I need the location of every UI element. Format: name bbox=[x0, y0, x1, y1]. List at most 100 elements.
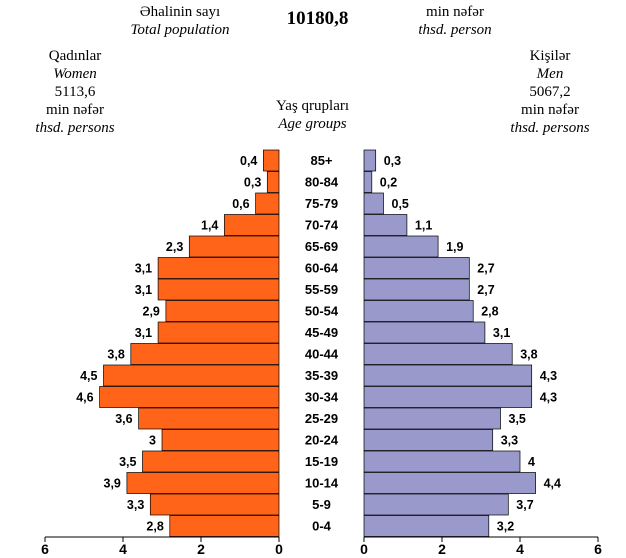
bar-men-85+ bbox=[363, 149, 377, 172]
bar-women-70-74 bbox=[224, 214, 280, 236]
label-men-60-64: 2,7 bbox=[477, 262, 494, 276]
age-group-50-54: 50-54 bbox=[305, 304, 339, 319]
men-value: 5067,2 bbox=[529, 84, 571, 100]
bar-women-10-14 bbox=[126, 472, 280, 494]
bar-women-45-49 bbox=[157, 321, 280, 344]
age-group-0-4: 0-4 bbox=[312, 519, 332, 534]
men-tick-6: 6 bbox=[594, 541, 602, 557]
age-group-55-59: 55-59 bbox=[305, 282, 338, 297]
bar-women-30-34 bbox=[99, 386, 280, 408]
men-label-en: Men bbox=[536, 66, 564, 82]
age-group-80-84: 80-84 bbox=[305, 175, 339, 190]
age-group-65-69: 65-69 bbox=[305, 239, 338, 254]
women-value: 5113,6 bbox=[54, 84, 96, 100]
men-tick-2: 2 bbox=[438, 541, 446, 557]
age-group-30-34: 30-34 bbox=[305, 390, 339, 405]
age-group-40-44: 40-44 bbox=[305, 347, 339, 362]
label-men-55-59: 2,7 bbox=[477, 283, 494, 297]
bar-women-75-79 bbox=[255, 192, 280, 215]
total-value: 10180,8 bbox=[286, 8, 349, 29]
bar-men-50-54 bbox=[363, 300, 474, 322]
bar-women-15-19 bbox=[142, 450, 280, 473]
bar-men-25-29 bbox=[363, 407, 501, 430]
bar-men-30-34 bbox=[363, 386, 533, 408]
label-men-45-49: 3,1 bbox=[493, 326, 510, 340]
bar-women-55-59 bbox=[157, 278, 280, 301]
bar-women-80-84 bbox=[266, 171, 280, 193]
bar-men-5-9 bbox=[363, 493, 509, 516]
label-women-25-29: 3,6 bbox=[115, 412, 132, 426]
label-men-70-74: 1,1 bbox=[415, 219, 432, 233]
women-label-en: Women bbox=[53, 66, 97, 82]
age-group-25-29: 25-29 bbox=[305, 411, 338, 426]
bar-men-75-79 bbox=[363, 192, 384, 215]
men-tick-4: 4 bbox=[516, 541, 524, 557]
label-men-20-24: 3,3 bbox=[501, 434, 518, 448]
age-group-70-74: 70-74 bbox=[305, 218, 339, 233]
bar-men-60-64 bbox=[363, 257, 470, 279]
age-group-45-49: 45-49 bbox=[305, 325, 338, 340]
women-label-az: Qadınlar bbox=[48, 48, 102, 64]
age-group-10-14: 10-14 bbox=[305, 476, 339, 491]
label-men-85+: 0,3 bbox=[384, 154, 401, 168]
label-men-15-19: 4 bbox=[528, 455, 535, 469]
bar-women-0-4 bbox=[169, 515, 280, 537]
bar-women-25-29 bbox=[138, 407, 280, 430]
bar-men-70-74 bbox=[363, 214, 408, 236]
bar-women-65-69 bbox=[188, 235, 280, 258]
bar-men-80-84 bbox=[363, 171, 373, 193]
label-women-85+: 0,4 bbox=[240, 154, 257, 168]
label-women-45-49: 3,1 bbox=[135, 326, 152, 340]
age-groups-en: Age groups bbox=[278, 116, 347, 132]
bar-men-15-19 bbox=[363, 450, 521, 473]
label-men-40-44: 3,8 bbox=[520, 348, 537, 362]
age-group-15-19: 15-19 bbox=[305, 454, 338, 469]
bar-women-60-64 bbox=[157, 257, 280, 279]
total-unit-en: thsd. person bbox=[418, 22, 492, 38]
age-group-60-64: 60-64 bbox=[305, 261, 339, 276]
bar-women-40-44 bbox=[130, 343, 280, 365]
label-men-30-34: 4,3 bbox=[540, 391, 557, 405]
label-women-35-39: 4,5 bbox=[80, 369, 97, 383]
men-unit-az: min nəfər bbox=[521, 102, 579, 118]
age-groups-az: Yaş qrupları bbox=[275, 98, 350, 114]
label-women-50-54: 2,9 bbox=[143, 305, 160, 319]
label-women-80-84: 0,3 bbox=[244, 176, 261, 190]
total-unit: min nəfər thsd. person bbox=[380, 3, 530, 39]
label-men-65-69: 1,9 bbox=[446, 240, 463, 254]
label-men-0-4: 3,2 bbox=[497, 520, 514, 534]
men-header: Kişilər Men 5067,2 min nəfər thsd. perso… bbox=[485, 47, 615, 137]
bar-men-10-14 bbox=[363, 472, 536, 494]
label-men-80-84: 0,2 bbox=[380, 176, 397, 190]
age-group-5-9: 5-9 bbox=[312, 497, 331, 512]
label-men-50-54: 2,8 bbox=[481, 305, 498, 319]
label-women-30-34: 4,6 bbox=[76, 391, 93, 405]
age-groups-header: Yaş qrupları Age groups bbox=[240, 97, 385, 133]
women-unit-az: min nəfər bbox=[46, 102, 104, 118]
bar-men-35-39 bbox=[363, 364, 533, 387]
label-women-0-4: 2,8 bbox=[146, 520, 163, 534]
bar-women-50-54 bbox=[165, 300, 280, 322]
label-women-65-69: 2,3 bbox=[166, 240, 183, 254]
label-men-5-9: 3,7 bbox=[516, 498, 533, 512]
label-men-10-14: 4,4 bbox=[544, 477, 561, 491]
bar-men-55-59 bbox=[363, 278, 470, 301]
women-tick-6: 6 bbox=[41, 541, 49, 557]
bar-women-35-39 bbox=[103, 364, 280, 387]
label-men-25-29: 3,5 bbox=[509, 412, 526, 426]
label-women-70-74: 1,4 bbox=[201, 219, 218, 233]
women-header: Qadınlar Women 5113,6 min nəfər thsd. pe… bbox=[10, 47, 140, 137]
age-group-20-24: 20-24 bbox=[305, 433, 339, 448]
bar-men-0-4 bbox=[363, 515, 490, 537]
women-tick-0: 0 bbox=[275, 541, 283, 557]
men-tick-0: 0 bbox=[360, 541, 368, 557]
bar-women-85+ bbox=[263, 149, 280, 172]
bar-women-20-24 bbox=[161, 429, 280, 451]
women-tick-2: 2 bbox=[197, 541, 205, 557]
age-group-75-79: 75-79 bbox=[305, 196, 338, 211]
women-tick-4: 4 bbox=[119, 541, 127, 557]
women-unit-en: thsd. persons bbox=[35, 120, 115, 136]
total-unit-az: min nəfər bbox=[426, 4, 484, 20]
men-label-az: Kişilər bbox=[529, 48, 571, 64]
age-group-85+: 85+ bbox=[310, 153, 332, 168]
